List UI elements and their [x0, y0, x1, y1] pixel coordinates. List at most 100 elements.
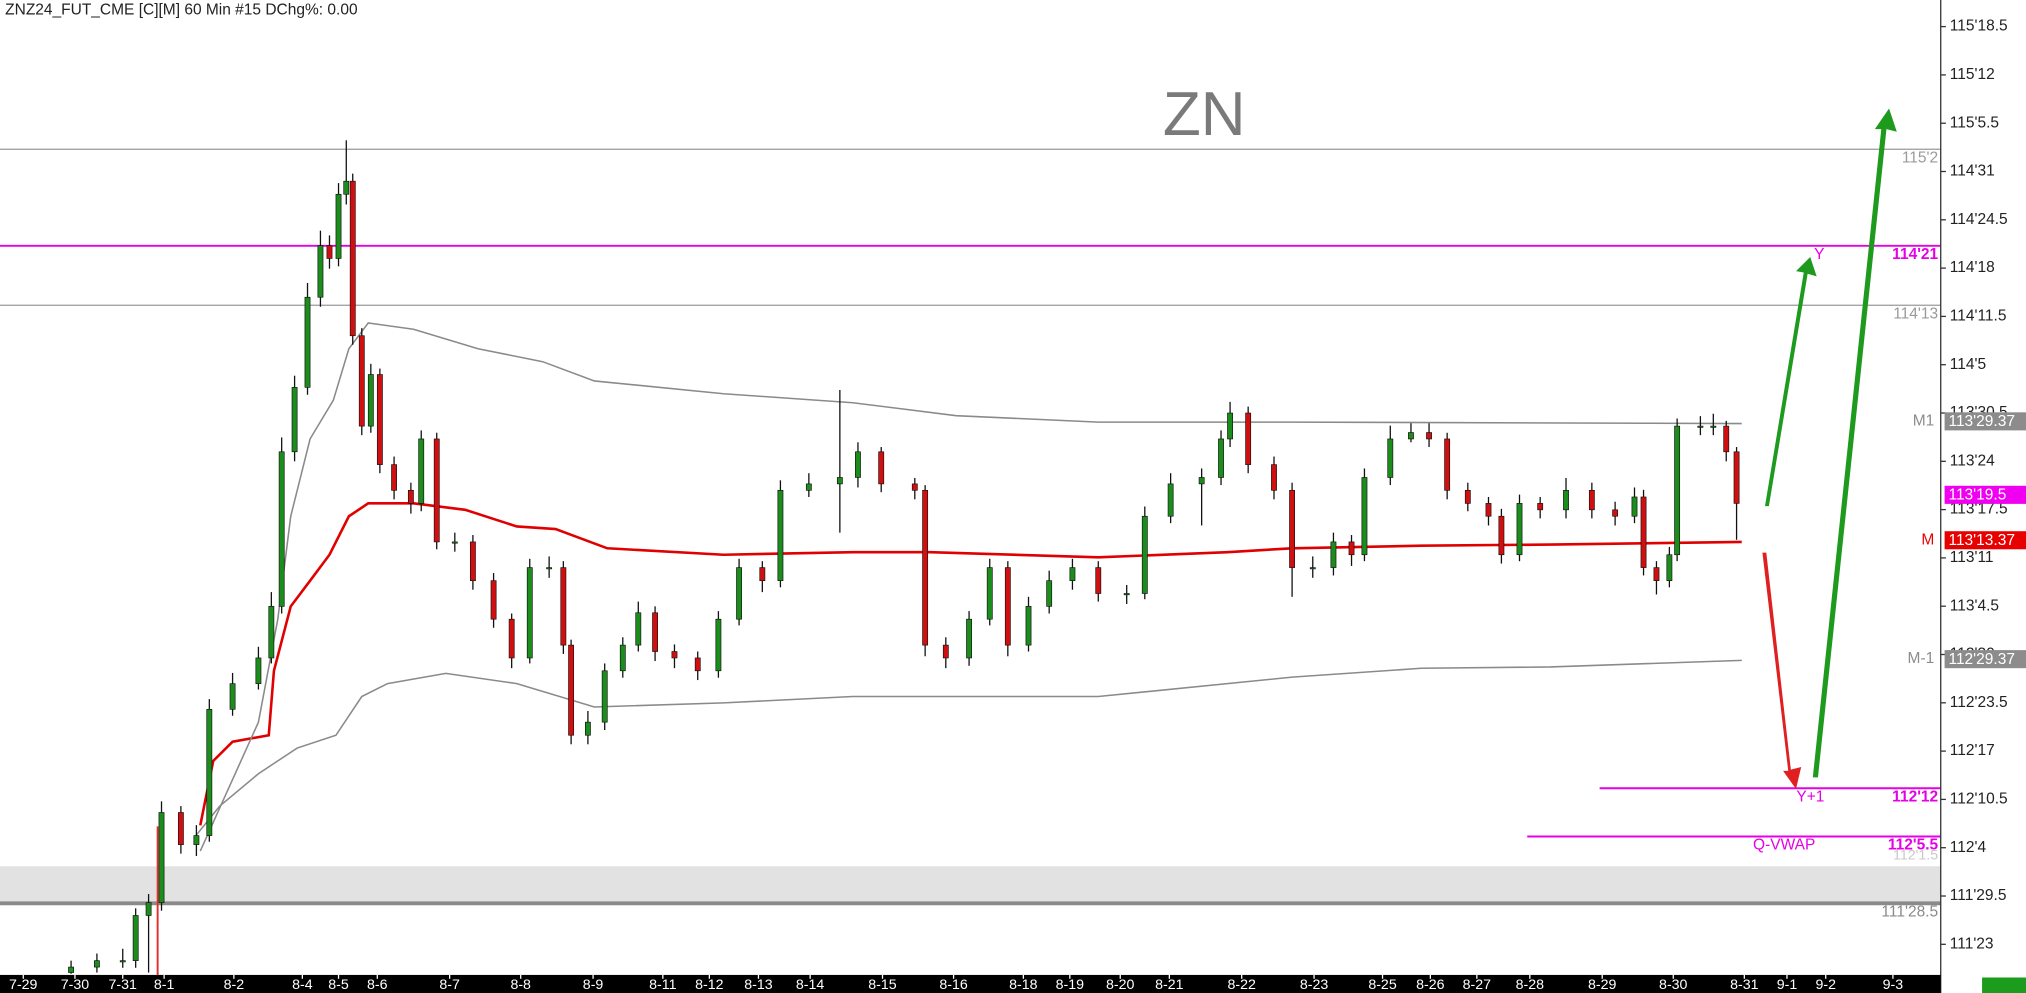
candle-body: [986, 567, 993, 620]
candle-body: [966, 618, 972, 659]
candle-body: [177, 812, 184, 845]
candle-body: [652, 612, 658, 652]
candle-body: [1408, 432, 1414, 440]
candle-body: [1426, 432, 1432, 440]
y-tick-label: 112'17: [1950, 742, 1995, 759]
candle-body: [145, 902, 152, 916]
x-tick-label: 8-2: [224, 977, 245, 993]
candle-body: [635, 612, 642, 646]
price-box: [1944, 531, 2026, 550]
candle-body: [358, 335, 365, 427]
candle-body: [1025, 606, 1032, 646]
level-value-label: 112'12: [1892, 788, 1938, 805]
candle-body: [119, 960, 126, 963]
candle-body: [93, 960, 100, 968]
candle-body: [1198, 477, 1205, 485]
x-tick-label: 9-2: [1815, 977, 1836, 993]
x-tick-label: 8-4: [292, 977, 313, 993]
candle-body: [526, 567, 533, 659]
candle-body: [584, 721, 591, 736]
candle-body: [805, 483, 812, 491]
price-box-label: 113'29.37: [1948, 413, 2014, 430]
level-name: M-1: [1908, 650, 1935, 667]
x-tick-label: 9-1: [1777, 977, 1798, 993]
candle-body: [68, 966, 74, 973]
x-tick-label: 8-13: [744, 977, 773, 993]
arrow-up-short: [1764, 256, 1817, 507]
candle-body: [1733, 451, 1740, 504]
y-tick-label: 112'4: [1950, 839, 1987, 856]
y-tick-label: 114'24.5: [1950, 211, 2008, 228]
candle-body: [1516, 503, 1523, 556]
x-tick-label: 8-29: [1588, 977, 1617, 993]
candle-body: [391, 464, 397, 491]
candle-body: [736, 567, 742, 620]
candle-body: [1227, 412, 1233, 440]
indicator-line: [199, 322, 1742, 852]
x-axis-bar: [0, 974, 1941, 993]
candle-body: [326, 245, 333, 259]
candle-body: [304, 296, 311, 388]
x-tick-label: 7-30: [61, 977, 90, 993]
indicator-line: [193, 659, 1742, 839]
x-tick-label: 8-23: [1300, 977, 1329, 993]
candle-body: [407, 489, 414, 504]
candle-body: [1640, 496, 1647, 568]
plot-layer: 112'1.5 115'2 114'21 Y 114'13 112'12 Y+1 112'5.…: [0, 18, 2026, 974]
candle-body: [1289, 489, 1295, 568]
candle-body: [1537, 503, 1544, 511]
candle-body: [777, 489, 784, 581]
x-tick-label: 8-14: [796, 977, 825, 993]
candle-body: [132, 915, 139, 961]
x-tick-label: 8-15: [868, 977, 897, 993]
candle-body: [1723, 425, 1730, 453]
y-tick-label: 112'10.5: [1950, 791, 2008, 808]
candle-body: [922, 489, 929, 646]
arrow-up-long: [1812, 108, 1897, 778]
y-tick-label: 111'29.5: [1950, 887, 2007, 904]
level-name: Q-VWAP: [1753, 837, 1815, 854]
candle-body: [1069, 567, 1076, 581]
candle-body: [1245, 412, 1252, 465]
x-tick-label: 8-21: [1155, 977, 1184, 993]
candle-body: [1046, 580, 1053, 607]
candle-body: [694, 657, 701, 672]
candle-body: [855, 451, 861, 478]
candle-body: [1674, 425, 1681, 556]
candle-body: [715, 618, 722, 672]
x-tick-label: 8-25: [1368, 977, 1397, 993]
y-tick-label: 115'12: [1950, 66, 1995, 83]
y-tick-label: 113'24: [1950, 452, 1995, 469]
candle-body: [1348, 541, 1355, 556]
price-box: [1944, 412, 2026, 431]
chart-header: ZNZ24_FUT_CME [C][M] 60 Min #15 DChg%: 0…: [5, 1, 358, 18]
candle-body: [619, 644, 626, 672]
candle-body: [601, 670, 608, 723]
candle-body: [1167, 483, 1174, 517]
candle-body: [560, 567, 567, 646]
price-box-label: 113'13.37: [1948, 532, 2014, 549]
x-tick-label: 7-31: [109, 977, 138, 993]
x-tick-label: 8-11: [649, 977, 676, 993]
candle-body: [490, 580, 497, 620]
x-tick-label: 8-8: [510, 977, 531, 993]
y-tick-label: 115'18.5: [1950, 18, 2008, 35]
y-tick-label: 111'23: [1950, 935, 1994, 952]
y-tick-label: 115'5.5: [1950, 114, 1999, 131]
status-box: [1982, 977, 2026, 993]
x-tick-label: 8-26: [1416, 977, 1445, 993]
y-tick-label: 112'23.5: [1950, 694, 2008, 711]
level-name: Y+1: [1796, 788, 1824, 805]
candle-body: [1141, 515, 1148, 594]
x-tick-label: 8-28: [1516, 977, 1545, 993]
candle-body: [317, 245, 324, 298]
candle-body: [1444, 438, 1451, 491]
x-tick-label: 8-19: [1056, 977, 1085, 993]
candle-body: [1697, 425, 1704, 428]
arrows: [1762, 108, 1897, 789]
price-box: [1944, 650, 2026, 669]
candle-body: [1710, 425, 1717, 428]
price-box-label: 113'19.5: [1948, 487, 2006, 504]
candle-body: [1271, 464, 1277, 491]
candle-body: [878, 451, 885, 485]
